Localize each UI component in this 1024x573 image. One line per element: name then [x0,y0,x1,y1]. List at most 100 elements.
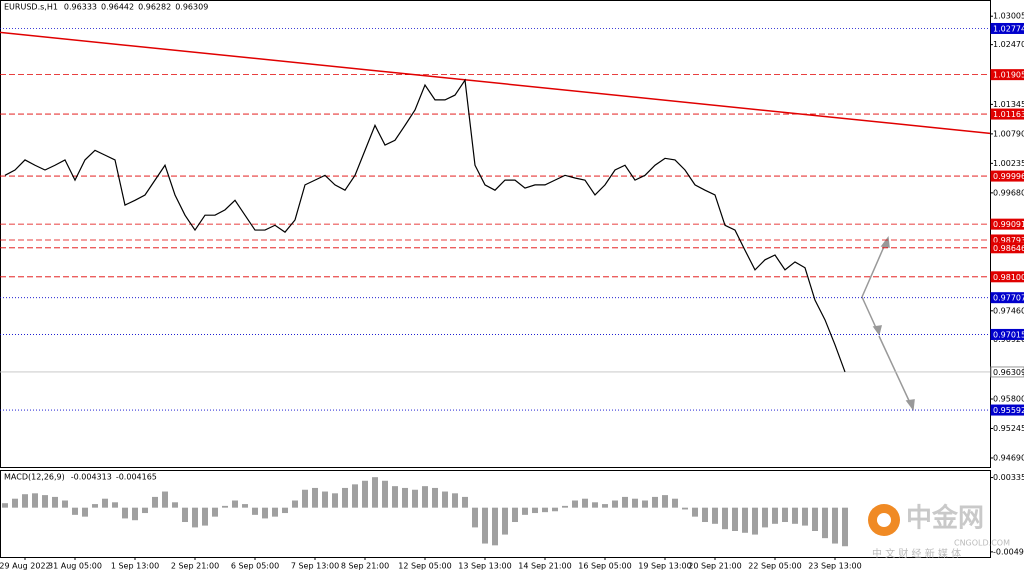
macd-bar [562,505,568,508]
macd-bar [652,496,658,508]
level-label-box [990,271,1024,283]
macd-bar [72,507,78,515]
macd-bar [592,502,598,508]
macd-bar [482,507,488,544]
macd-bar [742,507,748,533]
macd-bar [402,487,408,508]
level-label-box [990,218,1024,230]
macd-bar [62,500,68,508]
macd-bar [392,486,398,508]
macd-bar [82,507,88,517]
macd-bar [12,498,18,508]
header-value: -0.004313 [71,473,112,482]
y-tick-label: 1.01345 [993,100,1024,109]
macd-bar [172,502,178,508]
macd-bar [192,507,198,528]
macd-bar [112,502,118,508]
level-label-box [990,242,1024,254]
y-tick-label: 0.99680 [993,188,1024,197]
macd-bar [22,494,28,508]
level-label: 0.98793 [993,236,1024,245]
header-value: 0.96442 [101,3,134,12]
x-tick-label: 7 Sep 13:00 [291,562,339,571]
x-tick-label: 14 Sep 21:00 [518,562,571,571]
x-tick-label: 20 Sep 21:00 [688,562,741,571]
y-tick-label: -0.004928 [993,547,1024,556]
price-panel [0,0,991,468]
macd-bar [232,500,238,508]
y-tick-label: 0.97460 [993,306,1024,315]
level-label-box [990,108,1024,120]
macd-bar [582,498,588,508]
y-tick-label: 0.95245 [993,424,1024,433]
level-label: 0.98100 [993,273,1024,282]
macd-bar [612,500,618,508]
level-label: 0.99996 [993,172,1024,181]
macd-bar [472,507,478,528]
arrow-head [905,399,915,411]
chart-title: EURUSD.s,H1 [4,3,58,12]
macd-bar [102,498,108,508]
level-label: 0.97707 [993,294,1024,303]
macd-bar [622,496,628,508]
level-label: 1.01905 [993,71,1024,80]
macd-bar [552,507,558,512]
y-tick-label: 1.03005 [993,12,1024,21]
y-tick-label: 1.00235 [993,159,1024,168]
macd-bar [202,507,208,526]
macd-bar [2,503,8,508]
macd-bar [152,496,158,508]
macd-bar [372,477,378,508]
logo-name: 中金网 [906,503,984,534]
macd-bar [242,504,248,508]
header-value: 0.96309 [175,3,208,12]
arrow-head [872,325,882,336]
macd-bar [542,507,548,513]
logo-icon [877,513,891,527]
macd-bar [132,507,138,521]
macd-bar [462,496,468,508]
macd-bar [212,507,218,517]
header-value: 0.96282 [138,3,171,12]
x-tick-label: 8 Sep 21:00 [341,562,389,571]
x-tick-label: 2 Sep 21:00 [171,562,219,571]
macd-bar [812,507,818,531]
macd-bar [502,507,508,535]
header-value: -0.004165 [116,473,157,482]
macd-bar [672,498,678,508]
macd-bar [732,507,738,531]
x-tick-label: 13 Sep 13:00 [458,562,511,571]
macd-panel [0,470,991,558]
level-label: 0.97015 [993,330,1024,339]
macd-bar [532,507,538,514]
macd-bar [352,484,358,508]
macd-bar [452,493,458,508]
macd-bar [822,507,828,539]
macd-bar [752,507,758,535]
level-label-box [990,404,1024,416]
y-tick-label: 0.95800 [993,394,1024,403]
x-tick-label: 6 Sep 05:00 [231,562,279,571]
level-label-box [990,69,1024,81]
macd-bar [572,500,578,508]
arrow [861,241,887,298]
level-label: 0.96309 [993,368,1024,377]
macd-bar [842,507,848,547]
level-label: 1.02774 [993,24,1024,33]
macd-bar [162,491,168,508]
level-label-box [990,328,1024,340]
macd-bar [52,496,58,508]
level-label-box [990,292,1024,304]
logo: 中金网 CNGOLD.COM 中 文 财 经 新 媒 体 [868,503,1010,560]
macd-bar [182,507,188,523]
macd-bar [92,504,98,508]
x-tick-label: 23 Sep 13:00 [808,562,861,571]
macd-bar [682,507,688,510]
x-tick-label: 31 Aug 05:00 [48,562,102,571]
macd-bar [762,507,768,528]
price-line [4,78,846,373]
macd-bar [602,504,608,508]
chart-title: MACD(12,26,9) [4,473,65,482]
